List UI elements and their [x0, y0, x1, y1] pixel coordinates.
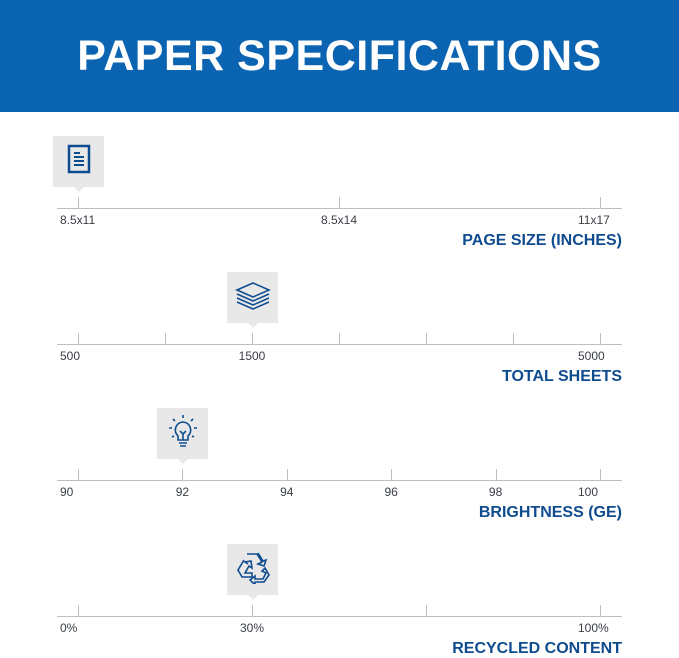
- spec-row: 8.5x11 8.5x14 11x17 PAGE SIZE (INCHES): [0, 112, 679, 249]
- axis-tick: [391, 469, 393, 481]
- spec-title: PAGE SIZE (INCHES): [462, 232, 622, 249]
- axis-tick: [426, 333, 427, 345]
- selected-marker: [227, 544, 278, 600]
- axis-line: [57, 616, 622, 617]
- axis-tick: [339, 333, 340, 345]
- recycle-icon: [235, 550, 271, 589]
- axis-tick: [600, 469, 601, 481]
- spec-title: BRIGHTNESS (GE): [478, 504, 622, 521]
- axis-tick: [252, 605, 253, 617]
- selected-marker: [53, 136, 104, 192]
- axis-tick: [286, 469, 288, 481]
- axis-line: [57, 480, 622, 481]
- axis-tick: [339, 197, 340, 209]
- axis-tick: [252, 333, 253, 345]
- axis-tick: [78, 333, 79, 345]
- spec-row: 0% 30% 100% RECYCLED CONTENT: [0, 520, 679, 657]
- tick-label: 1500: [238, 349, 266, 363]
- axis-tick: [182, 469, 184, 481]
- axis-tick: [513, 333, 514, 345]
- document-icon: [66, 144, 92, 179]
- tick-label: 92: [175, 485, 190, 499]
- page-title: PAPER SPECIFICATIONS: [77, 31, 602, 80]
- axis-tick: [426, 605, 427, 617]
- axis-tick: [78, 469, 79, 481]
- tick-label: 8.5x14: [320, 213, 358, 227]
- axis-tick: [600, 197, 601, 209]
- tick-label: 8.5x11: [60, 213, 96, 227]
- header-banner: PAPER SPECIFICATIONS: [0, 0, 679, 112]
- tick-label: 0%: [60, 621, 78, 635]
- axis-tick: [165, 333, 166, 345]
- spec-row: 500 1500 5000 TOTAL SHEETS: [0, 248, 679, 385]
- spec-row: 90 92 94 96 98 100 BRIGHTNESS (GE): [0, 384, 679, 521]
- selected-marker: [157, 408, 209, 464]
- axis-tick: [78, 197, 79, 209]
- tick-label: 11x17: [578, 213, 610, 227]
- tick-label: 100%: [578, 621, 609, 635]
- axis-tick: [600, 605, 601, 617]
- paper-stack-icon: [234, 280, 271, 315]
- tick-label: 30%: [239, 621, 265, 635]
- tick-label: 98: [488, 485, 503, 499]
- axis-tick: [495, 469, 497, 481]
- axis-tick: [78, 605, 79, 617]
- tick-label: 100: [578, 485, 599, 499]
- tick-label: 96: [384, 485, 398, 499]
- tick-label: 500: [60, 349, 81, 363]
- selected-marker: [227, 272, 278, 328]
- lightbulb-icon: [167, 414, 199, 453]
- spec-title: TOTAL SHEETS: [501, 368, 622, 385]
- tick-label: 94: [280, 485, 294, 499]
- tick-label: 90: [60, 485, 74, 499]
- tick-label: 5000: [578, 349, 605, 363]
- spec-title: RECYCLED CONTENT: [452, 640, 622, 657]
- axis-tick: [600, 333, 601, 345]
